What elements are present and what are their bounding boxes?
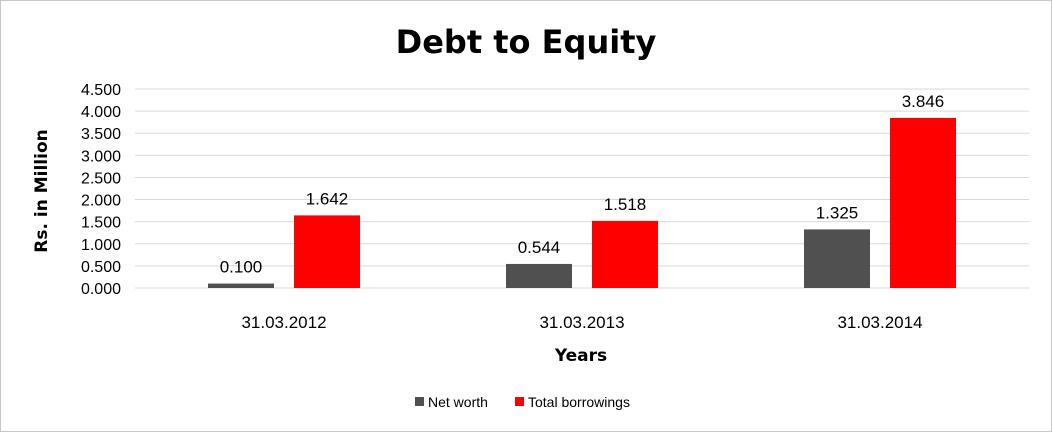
data-label: 1.518 [604,195,647,214]
x-category-label: 31.03.2013 [539,313,624,332]
bar-total-borrowings [294,215,360,288]
bar-total-borrowings [890,117,956,289]
legend-label: Total borrowings [528,394,630,410]
data-label: 0.100 [220,258,263,277]
y-tick-label: 4.500 [81,82,121,99]
bar-total-borrowings [592,220,658,288]
data-label: 0.544 [518,238,561,257]
y-tick-label: 2.500 [81,170,121,187]
y-tick-label: 0.500 [81,259,121,276]
y-axis-ticks: 0.000 0.500 1.000 1.500 2.000 2.500 3.000 3.500… [81,82,121,298]
x-category-label: 31.03.2012 [241,313,326,332]
gridlines [135,88,1029,289]
legend-swatch [415,397,424,406]
x-axis-title: Years [554,346,607,366]
bar-net-worth [804,229,870,288]
bar-net-worth [208,283,274,288]
y-tick-label: 3.000 [81,148,121,165]
legend: Net worth Total borrowings [415,394,630,410]
bar-net-worth [506,263,572,288]
data-label: 1.325 [816,203,859,222]
bars [208,117,956,289]
data-label: 3.846 [902,92,945,111]
y-tick-label: 1.000 [81,237,121,254]
chart-title: Debt to Equity [396,23,657,61]
legend-label: Net worth [428,394,488,410]
y-axis-title: Rs. in Million [32,129,52,252]
data-labels: 0.100 1.642 0.544 1.518 1.325 3.846 [220,92,945,277]
y-tick-label: 3.500 [81,126,121,143]
y-tick-label: 1.500 [81,215,121,232]
y-tick-label: 4.000 [81,104,121,121]
legend-swatch [515,397,524,406]
y-tick-label: 2.000 [81,193,121,210]
data-label: 1.642 [306,189,349,208]
x-axis-categories: 31.03.2012 31.03.2013 31.03.2014 [241,313,922,332]
y-tick-label: 0.000 [81,281,121,298]
x-category-label: 31.03.2014 [837,313,922,332]
